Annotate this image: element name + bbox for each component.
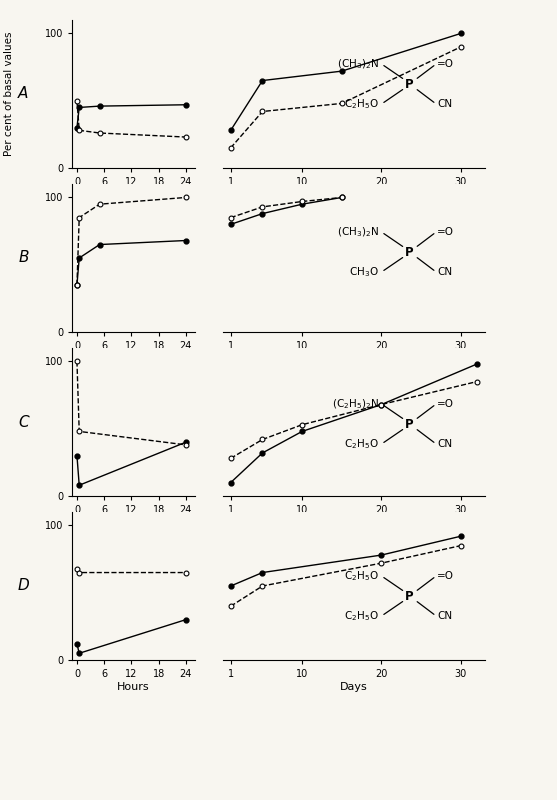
Text: =O: =O — [437, 59, 455, 69]
X-axis label: Hours: Hours — [118, 682, 150, 692]
Text: (C$_2$H$_5$)$_2$N: (C$_2$H$_5$)$_2$N — [332, 397, 379, 411]
Text: Per cent of basal values: Per cent of basal values — [4, 32, 14, 156]
Text: P: P — [405, 418, 414, 430]
Text: D: D — [17, 578, 30, 594]
Text: P: P — [405, 590, 414, 602]
Text: CN: CN — [437, 611, 452, 621]
X-axis label: Days: Days — [340, 682, 368, 692]
Text: C: C — [18, 414, 29, 430]
Text: P: P — [405, 78, 414, 90]
Text: (CH$_3$)$_2$N: (CH$_3$)$_2$N — [337, 225, 379, 238]
Text: CN: CN — [437, 439, 452, 449]
Text: CH$_3$O: CH$_3$O — [349, 265, 379, 279]
Text: C$_2$H$_5$O: C$_2$H$_5$O — [344, 609, 379, 623]
Text: B: B — [18, 250, 28, 266]
Text: C$_2$H$_5$O: C$_2$H$_5$O — [344, 97, 379, 111]
Text: C$_2$H$_5$O: C$_2$H$_5$O — [344, 437, 379, 451]
Text: =O: =O — [437, 399, 455, 409]
Text: A: A — [18, 86, 28, 102]
Text: CN: CN — [437, 267, 452, 277]
Text: CN: CN — [437, 99, 452, 109]
Text: C$_2$H$_5$O: C$_2$H$_5$O — [344, 569, 379, 583]
Text: (CH$_3$)$_2$N: (CH$_3$)$_2$N — [337, 58, 379, 70]
Text: =O: =O — [437, 571, 455, 581]
Text: =O: =O — [437, 227, 455, 237]
Text: P: P — [405, 246, 414, 258]
